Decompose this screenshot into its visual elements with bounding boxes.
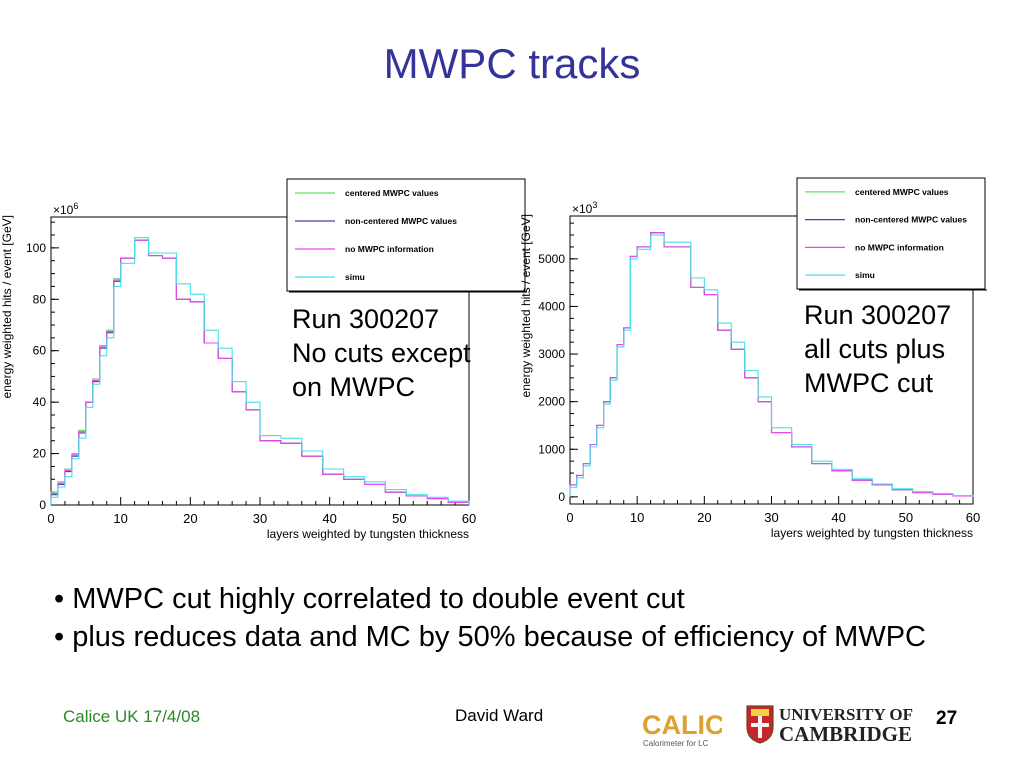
crest-cross-bar bbox=[751, 723, 769, 727]
x-tick-label: 0 bbox=[566, 510, 573, 525]
y-tick-label: 0 bbox=[558, 490, 565, 504]
x-tick-label: 10 bbox=[113, 511, 127, 526]
legend-label: simu bbox=[855, 270, 875, 280]
footer-event: Calice UK 17/4/08 bbox=[63, 707, 201, 726]
annotation-line: Run 300207 bbox=[804, 300, 952, 330]
run-annotation-left: Run 300207 No cuts except on MWPC bbox=[292, 302, 471, 404]
y-axis-label: energy weighted hits / event [GeV] bbox=[0, 215, 14, 398]
y-tick-label: 80 bbox=[33, 292, 47, 306]
footer-author: David Ward bbox=[455, 706, 544, 725]
legend-label: simu bbox=[345, 272, 365, 282]
legend-label: no MWPC information bbox=[345, 244, 434, 254]
axis-exponent-label: ×103 bbox=[572, 200, 597, 216]
page-number: 27 bbox=[936, 708, 958, 729]
x-tick-label: 60 bbox=[462, 511, 476, 526]
annotation-line: Run 300207 bbox=[292, 304, 440, 334]
x-tick-label: 30 bbox=[253, 511, 267, 526]
legend-label: non-centered MWPC values bbox=[855, 215, 967, 225]
y-tick-label: 20 bbox=[33, 447, 47, 461]
bullet-list: • MWPC cut highly correlated to double e… bbox=[54, 580, 994, 656]
x-axis-label: layers weighted by tungsten thickness bbox=[267, 527, 469, 541]
histogram-series-line bbox=[569, 234, 974, 497]
legend-label: no MWPC information bbox=[855, 242, 944, 252]
calice-logo-subtext: Calorimeter for LC bbox=[643, 739, 709, 748]
y-tick-label: 5000 bbox=[538, 252, 565, 266]
y-axis-label: energy weighted hits / event [GeV] bbox=[519, 214, 533, 397]
x-tick-label: 60 bbox=[966, 510, 980, 525]
x-tick-label: 0 bbox=[47, 511, 54, 526]
y-tick-label: 60 bbox=[33, 344, 47, 358]
x-tick-label: 40 bbox=[322, 511, 336, 526]
bullet-item: • MWPC cut highly correlated to double e… bbox=[54, 583, 685, 615]
y-tick-label: 40 bbox=[33, 395, 47, 409]
legend-label: centered MWPC values bbox=[855, 187, 949, 197]
y-tick-label: 1000 bbox=[538, 442, 565, 456]
annotation-line: MWPC cut bbox=[804, 368, 934, 398]
legend-label: non-centered MWPC values bbox=[345, 216, 457, 226]
cambridge-line2: CAMBRIDGE bbox=[779, 722, 912, 745]
x-tick-label: 20 bbox=[183, 511, 197, 526]
crest-band bbox=[751, 709, 769, 716]
y-tick-label: 3000 bbox=[538, 347, 565, 361]
x-tick-label: 30 bbox=[764, 510, 778, 525]
cambridge-logo: UNIVERSITY OF CAMBRIDGE bbox=[746, 705, 913, 745]
calice-logo: CALICE Calorimeter for LC bbox=[642, 710, 722, 748]
x-tick-label: 10 bbox=[630, 510, 644, 525]
histogram-chart-left: 0 10 20 30 40 50 60 0 20 40 60 80 100 ×106 layers weig… bbox=[0, 178, 527, 541]
annotation-line: all cuts plus bbox=[804, 334, 946, 364]
calice-logo-text: CALICE bbox=[642, 710, 722, 740]
legend-box bbox=[796, 177, 986, 290]
y-tick-label: 2000 bbox=[538, 395, 565, 409]
run-annotation-right: Run 300207 all cuts plus MWPC cut bbox=[804, 298, 951, 400]
x-tick-label: 20 bbox=[697, 510, 711, 525]
y-tick-label: 100 bbox=[26, 241, 46, 255]
axis-exponent-power: 3 bbox=[592, 200, 597, 210]
slide-title: MWPC tracks bbox=[383, 40, 641, 87]
bullet-item: • plus reduces data and MC by 50% becaus… bbox=[54, 621, 926, 653]
annotation-line: on MWPC bbox=[292, 372, 416, 402]
histogram-chart-right: 0 10 20 30 40 50 60 0 1000 2000 3000 4000 5000 ×103 la… bbox=[519, 177, 987, 540]
y-tick-label: 4000 bbox=[538, 299, 565, 313]
annotation-line: No cuts except bbox=[292, 338, 471, 368]
legend-box bbox=[286, 178, 526, 292]
x-axis-label: layers weighted by tungsten thickness bbox=[771, 526, 973, 540]
x-tick-label: 50 bbox=[392, 511, 406, 526]
x-tick-label: 50 bbox=[899, 510, 913, 525]
cambridge-line1: UNIVERSITY OF bbox=[779, 705, 913, 724]
histogram-series-line bbox=[50, 237, 470, 505]
x-tick-label: 40 bbox=[831, 510, 845, 525]
axis-exponent-power: 6 bbox=[73, 201, 78, 211]
y-tick-label: 0 bbox=[39, 498, 46, 512]
axis-exponent-label: ×106 bbox=[53, 201, 78, 217]
legend-label: centered MWPC values bbox=[345, 188, 439, 198]
